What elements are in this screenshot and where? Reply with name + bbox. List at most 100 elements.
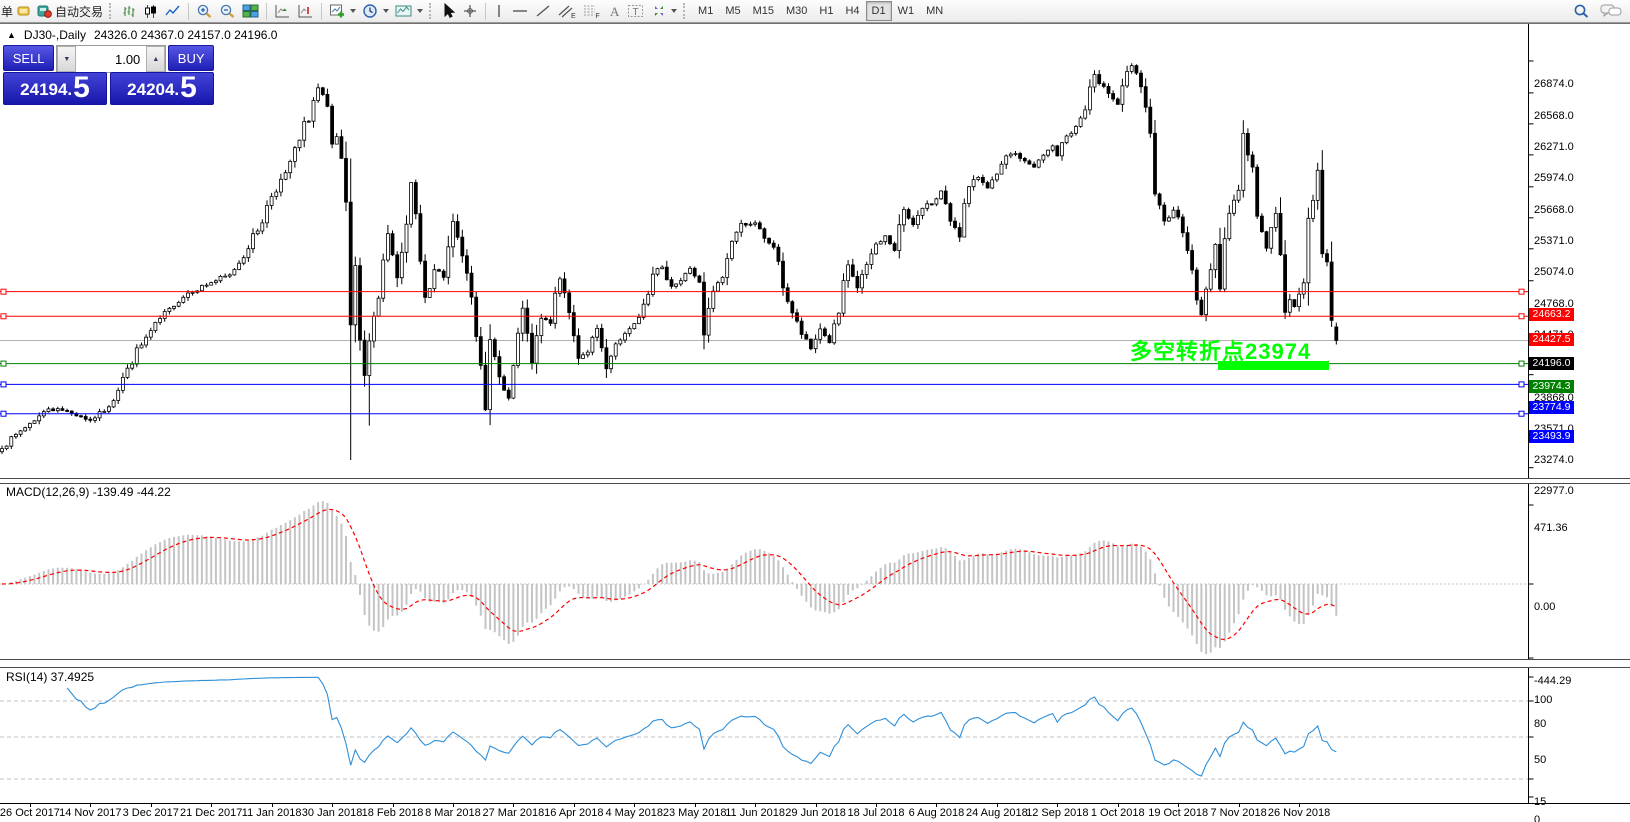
date-axis-label: 14 Nov 2017	[59, 807, 122, 819]
line-handle	[0, 313, 7, 320]
line-handle	[1518, 288, 1525, 295]
pane-splitter-macd[interactable]	[0, 478, 1630, 484]
toolbar-grip[interactable]	[683, 3, 689, 19]
new-chart-dropdown	[350, 9, 357, 13]
text-button[interactable]: A	[604, 1, 624, 21]
sell-button[interactable]: SELL	[3, 45, 55, 71]
text-icon: A	[610, 4, 620, 19]
timeframe-button-M15[interactable]: M15	[752, 5, 774, 17]
date-axis-tick	[513, 803, 515, 807]
line-handle	[1518, 410, 1525, 417]
collapse-arrow-icon[interactable]: ▲	[7, 30, 16, 40]
rsi-axis-tick-label: 15	[1534, 796, 1547, 808]
timeframe-button-H1[interactable]: H1	[819, 5, 834, 17]
date-axis-label: 26 Nov 2018	[1267, 807, 1331, 819]
bull-candles	[0, 65, 1320, 453]
text-label-button[interactable]: T	[624, 1, 648, 21]
toolbar-grip[interactable]	[429, 3, 435, 19]
autotrading-button[interactable]: 自动交易	[34, 1, 106, 21]
timeframe-button-H4[interactable]: H4	[845, 5, 860, 17]
date-axis-tick	[634, 803, 636, 807]
auto-scroll-button[interactable]	[271, 1, 294, 21]
time-axis-line	[0, 803, 1630, 804]
price-axis-tick-label: 24768.0	[1534, 297, 1574, 310]
price-axis-tick-label: 23868.0	[1534, 391, 1574, 404]
date-axis-tick	[573, 803, 575, 807]
date-axis-tick	[1299, 803, 1301, 807]
new-order-label: 单	[1, 4, 14, 19]
new-order-button[interactable]: 单	[0, 1, 34, 21]
sell-price[interactable]: 24194. 5	[3, 72, 107, 105]
macd-axis-tick-label: 0.00	[1534, 601, 1556, 613]
autotrading-label: 自动交易	[55, 4, 104, 19]
candlestick-chart-button[interactable]	[140, 1, 162, 21]
search-icon[interactable]	[1573, 3, 1590, 19]
current-price-label: 24196.0	[1529, 356, 1574, 370]
chat-icon[interactable]	[1600, 3, 1622, 19]
zoom-out-button[interactable]	[216, 1, 239, 21]
vertical-line-button[interactable]	[490, 1, 508, 21]
zoom-in-button[interactable]	[193, 1, 216, 21]
macd-axis-tick-label: -444.29	[1534, 675, 1572, 687]
horizontal-line-button[interactable]	[508, 1, 532, 21]
templates-button[interactable]	[392, 1, 426, 21]
tile-windows-button[interactable]	[239, 1, 262, 21]
price-line-label: 24427.5	[1529, 332, 1574, 346]
date-axis-label: 29 Jun 2018	[785, 807, 846, 819]
rsi-pane[interactable]	[0, 666, 1630, 803]
bear-candles	[51, 65, 1339, 421]
date-axis-label: 1 Oct 2018	[1090, 807, 1145, 819]
tile-windows-icon	[242, 4, 259, 18]
fibonacci-icon: F	[584, 5, 600, 19]
rsi-axis-tick-label: 80	[1534, 718, 1547, 730]
price-line-label: 24663.2	[1529, 308, 1574, 322]
trendline-button[interactable]	[532, 1, 554, 21]
zoom-out-icon	[220, 4, 235, 18]
timeframe-button-W1[interactable]: W1	[897, 5, 915, 17]
date-axis-tick	[694, 803, 696, 807]
timeframe-button-M1[interactable]: M1	[698, 5, 714, 17]
volume-down-button[interactable]: ▼	[57, 46, 77, 72]
pane-splitter-rsi[interactable]	[0, 659, 1630, 668]
timeframe-button-M30[interactable]: M30	[786, 5, 808, 17]
templates-dropdown	[417, 9, 424, 13]
arrows-button[interactable]	[648, 1, 680, 21]
new-order-icon	[17, 6, 30, 16]
equidistant-channel-button[interactable]: E	[554, 1, 579, 21]
crosshair-button[interactable]	[459, 1, 481, 21]
date-axis-tick	[1117, 803, 1119, 807]
date-axis-tick	[392, 803, 394, 807]
date-axis-label: 8 Mar 2018	[425, 807, 481, 819]
chart-shift-button[interactable]	[294, 1, 317, 21]
bar-chart-icon	[123, 5, 135, 17]
timeframe-button-MN[interactable]: MN	[926, 5, 944, 17]
line-handle	[0, 360, 7, 367]
bar-chart-button[interactable]	[118, 1, 140, 21]
macd-pane[interactable]	[0, 483, 1630, 659]
macd-axis-tick-label: 471.36	[1534, 522, 1568, 534]
timeframe-button-D1[interactable]: D1	[865, 1, 892, 21]
date-axis-label: 21 Dec 2017	[180, 807, 243, 819]
volume-input[interactable]	[76, 46, 147, 72]
date-axis-label: 18 Jul 2018	[847, 807, 905, 819]
periods-button[interactable]	[359, 1, 392, 21]
line-handle	[1518, 313, 1525, 320]
line-chart-button[interactable]	[162, 1, 184, 21]
top-toolbar: 单 自动交易 E F A T M1 M5 M15 M30 H1 H4 D1 W1 MN	[0, 0, 1630, 23]
buy-button[interactable]: BUY	[168, 45, 214, 71]
date-axis-label: 16 Apr 2018	[544, 807, 604, 819]
annotation-highlight-bar	[1218, 361, 1329, 370]
new-chart-button[interactable]	[326, 1, 359, 21]
vertical-line-icon	[498, 5, 500, 17]
buy-price[interactable]: 24204. 5	[110, 72, 214, 105]
timeframe-button-M5[interactable]: M5	[725, 5, 741, 17]
fibonacci-button[interactable]: F	[579, 1, 604, 21]
volume-up-button[interactable]: ▲	[146, 46, 166, 72]
toolbar-grip[interactable]	[109, 3, 115, 19]
chart-window: ▲ DJ30-,Daily 24326.0 24367.0 24157.0 24…	[0, 23, 1630, 822]
candlestick-chart-icon	[145, 4, 157, 18]
main-price-pane[interactable]	[0, 24, 1630, 478]
zoom-in-icon	[197, 4, 212, 18]
cursor-button[interactable]	[438, 1, 459, 21]
line-handle	[0, 410, 7, 417]
